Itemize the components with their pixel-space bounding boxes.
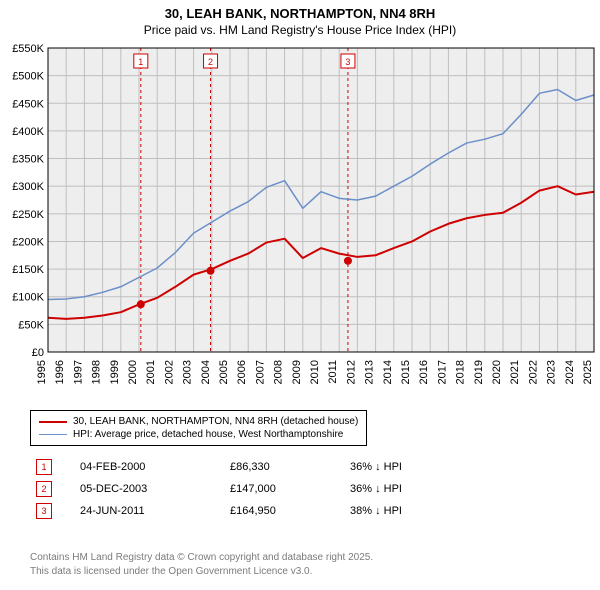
transactions-table: 1 04-FEB-2000£86,33036% ↓ HPI 2 05-DEC-2003… <box>36 456 470 522</box>
svg-text:2025: 2025 <box>582 360 594 384</box>
transaction-row: 2 05-DEC-2003£147,00036% ↓ HPI <box>36 478 470 500</box>
transaction-row: 3 24-JUN-2011£164,95038% ↓ HPI <box>36 500 470 522</box>
transaction-diff: 38% ↓ HPI <box>350 505 470 517</box>
svg-text:2003: 2003 <box>182 360 194 384</box>
svg-text:2011: 2011 <box>327 360 339 384</box>
svg-text:2002: 2002 <box>163 360 175 384</box>
svg-text:2017: 2017 <box>436 360 448 384</box>
svg-text:£0: £0 <box>32 347 44 359</box>
svg-text:£400K: £400K <box>12 126 44 138</box>
svg-text:1999: 1999 <box>109 360 121 384</box>
svg-text:£300K: £300K <box>12 181 44 193</box>
svg-text:1995: 1995 <box>36 360 48 384</box>
svg-text:2024: 2024 <box>564 360 576 384</box>
svg-text:2007: 2007 <box>254 360 266 384</box>
svg-text:£450K: £450K <box>12 98 44 110</box>
transaction-marker: 3 <box>36 503 52 519</box>
legend-swatch <box>39 434 67 435</box>
svg-text:2021: 2021 <box>509 360 521 384</box>
legend-label: 30, LEAH BANK, NORTHAMPTON, NN4 8RH (det… <box>73 416 358 427</box>
svg-text:2008: 2008 <box>273 360 285 384</box>
svg-text:2023: 2023 <box>546 360 558 384</box>
svg-text:2006: 2006 <box>236 360 248 384</box>
legend-label: HPI: Average price, detached house, West… <box>73 429 343 440</box>
attribution-footer: Contains HM Land Registry data © Crown c… <box>30 551 373 578</box>
transaction-diff: 36% ↓ HPI <box>350 461 470 473</box>
svg-text:1996: 1996 <box>54 360 66 384</box>
transaction-date: 04-FEB-2000 <box>80 461 230 473</box>
svg-text:2015: 2015 <box>400 360 412 384</box>
svg-text:2020: 2020 <box>491 360 503 384</box>
svg-text:£500K: £500K <box>12 71 44 83</box>
svg-text:£150K: £150K <box>12 264 44 276</box>
svg-text:2014: 2014 <box>382 360 394 384</box>
legend-swatch <box>39 421 67 423</box>
svg-text:2013: 2013 <box>364 360 376 384</box>
svg-text:2: 2 <box>208 57 213 67</box>
svg-text:£50K: £50K <box>18 319 44 331</box>
transaction-price: £86,330 <box>230 461 350 473</box>
footer-line-2: This data is licensed under the Open Gov… <box>30 565 373 579</box>
svg-text:2019: 2019 <box>473 360 485 384</box>
svg-text:2009: 2009 <box>291 360 303 384</box>
transaction-row: 1 04-FEB-2000£86,33036% ↓ HPI <box>36 456 470 478</box>
svg-text:£250K: £250K <box>12 209 44 221</box>
footer-line-1: Contains HM Land Registry data © Crown c… <box>30 551 373 565</box>
transaction-price: £147,000 <box>230 483 350 495</box>
svg-text:3: 3 <box>345 57 350 67</box>
address-title: 30, LEAH BANK, NORTHAMPTON, NN4 8RH <box>0 0 600 23</box>
transaction-date: 24-JUN-2011 <box>80 505 230 517</box>
svg-text:2018: 2018 <box>455 360 467 384</box>
chart-subtitle: Price paid vs. HM Land Registry's House … <box>0 23 600 39</box>
svg-text:2000: 2000 <box>127 360 139 384</box>
svg-text:2016: 2016 <box>418 360 430 384</box>
legend: 30, LEAH BANK, NORTHAMPTON, NN4 8RH (det… <box>30 410 367 446</box>
legend-row: 30, LEAH BANK, NORTHAMPTON, NN4 8RH (det… <box>39 415 358 428</box>
svg-text:2005: 2005 <box>218 360 230 384</box>
svg-text:2022: 2022 <box>527 360 539 384</box>
svg-text:1998: 1998 <box>91 360 103 384</box>
svg-text:£350K: £350K <box>12 154 44 166</box>
svg-text:1: 1 <box>138 57 143 67</box>
transaction-marker: 2 <box>36 481 52 497</box>
transaction-marker: 1 <box>36 459 52 475</box>
svg-text:£200K: £200K <box>12 236 44 248</box>
chart: £0 £50K £100K £150K £200K £250K £300K £350K £400… <box>0 44 600 404</box>
svg-text:2012: 2012 <box>345 360 357 384</box>
svg-text:£550K: £550K <box>12 43 44 55</box>
transaction-date: 05-DEC-2003 <box>80 483 230 495</box>
transaction-price: £164,950 <box>230 505 350 517</box>
svg-text:1997: 1997 <box>72 360 84 384</box>
transaction-diff: 36% ↓ HPI <box>350 483 470 495</box>
svg-text:£100K: £100K <box>12 292 44 304</box>
legend-row: HPI: Average price, detached house, West… <box>39 428 358 441</box>
svg-text:2001: 2001 <box>145 360 157 384</box>
svg-text:2010: 2010 <box>309 360 321 384</box>
svg-text:2004: 2004 <box>200 360 212 384</box>
